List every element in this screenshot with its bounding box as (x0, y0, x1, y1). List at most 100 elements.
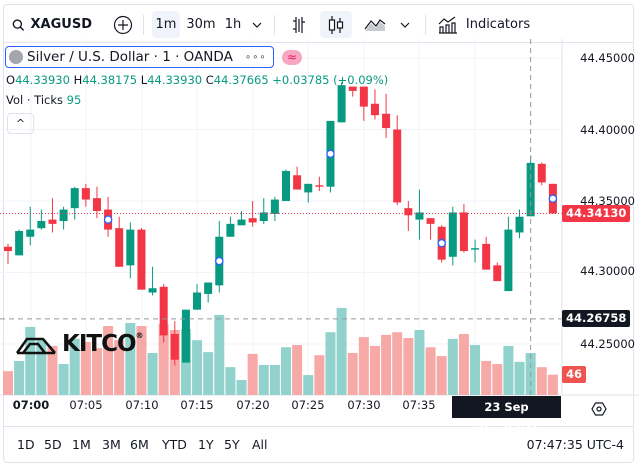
divider (274, 15, 275, 35)
time-tick: 07:25 (291, 398, 325, 412)
volume-bar (425, 347, 436, 395)
volume-bar (347, 353, 358, 395)
interval-30m[interactable]: 30m (186, 17, 216, 32)
chevron-down-icon (252, 22, 262, 28)
candle-body (226, 223, 235, 237)
candle-body (26, 229, 35, 237)
range-3m[interactable]: 3M (102, 437, 121, 452)
price-chart[interactable] (0, 39, 639, 396)
interval-1m[interactable]: 1m (152, 11, 180, 38)
symbol-search-button[interactable]: XAGUSD (12, 11, 92, 38)
range-6m[interactable]: 6M (130, 437, 149, 452)
volume-bar (536, 367, 547, 395)
volume-bar (503, 345, 514, 395)
volume-bar (47, 345, 58, 395)
bars-chart-type-button[interactable] (284, 11, 314, 38)
chart-type-dropdown[interactable] (396, 11, 414, 38)
candle-body (382, 113, 391, 129)
candle-body (48, 219, 57, 224)
candle-body (248, 218, 257, 223)
candle-body (471, 248, 480, 250)
last-volume-tag: 46 (562, 366, 587, 383)
interval-dropdown[interactable] (248, 11, 266, 38)
range-5d[interactable]: 5D (44, 437, 62, 452)
volume-legend: Vol · Ticks 95 (6, 93, 81, 107)
candle-body (115, 228, 124, 267)
volume-bar (414, 330, 425, 395)
event-marker (437, 238, 446, 248)
price-tick: 44.45000 (580, 51, 635, 65)
candle-body (515, 216, 524, 233)
volume-bar (214, 314, 225, 395)
candle-body (393, 129, 402, 203)
candle-body (348, 86, 357, 91)
compare-symbol-button[interactable] (111, 11, 135, 38)
chart-settings-button[interactable] (591, 401, 607, 417)
chevron-down-icon (400, 22, 410, 28)
volume-bar (269, 364, 280, 395)
range-1m[interactable]: 1M (72, 437, 91, 452)
candle-body (81, 188, 90, 200)
volume-bar (80, 341, 91, 395)
event-marker (215, 256, 224, 266)
volume-bar (325, 332, 336, 395)
crosshair-price-tag: 44.26758 (562, 310, 631, 327)
area-chart-icon (364, 18, 386, 31)
range-5y[interactable]: 5Y (224, 437, 240, 452)
candle-body (259, 212, 268, 222)
candle-body (493, 265, 502, 282)
data-delay-badge[interactable]: ≈ (282, 50, 302, 65)
volume-bar (470, 345, 481, 395)
candle-body (37, 221, 46, 229)
collapse-legend-button[interactable]: ^ (7, 113, 34, 134)
volume-bar (114, 340, 125, 395)
time-tick: 07:10 (125, 398, 159, 412)
volume-bar (436, 356, 447, 395)
range-ytd[interactable]: YTD (162, 437, 187, 452)
volume-bar (3, 371, 13, 395)
candle-body (315, 185, 324, 187)
volume-bar (14, 360, 25, 395)
candle-body (526, 162, 535, 217)
candle-body (337, 85, 346, 123)
range-all[interactable]: All (252, 437, 268, 452)
volume-bar (392, 332, 403, 395)
bars-icon (293, 16, 305, 33)
indicators-button[interactable]: Indicators (434, 11, 534, 38)
kitco-logo-text: KITCO (62, 331, 137, 357)
candle-body (181, 309, 190, 363)
last-price-tag: 44.34130 (562, 205, 631, 222)
volume-bar (36, 340, 47, 395)
divider (143, 15, 144, 35)
high-value: 44.38175 (82, 73, 138, 87)
volume-bar (403, 337, 414, 395)
area-chart-type-button[interactable] (360, 11, 390, 38)
volume-bar (303, 375, 314, 395)
range-1d[interactable]: 1D (17, 437, 35, 452)
volume-bar (158, 324, 169, 395)
volume-bar (358, 337, 369, 395)
candle-body (204, 282, 213, 294)
volume-bar (125, 322, 136, 395)
price-tick: 44.30000 (580, 264, 635, 278)
clock: 07:47:35 UTC-4 (526, 437, 624, 452)
candle-body (148, 288, 157, 293)
series-legend[interactable]: Silver / U.S. Dollar · 1 · OANDA ∘∘∘ (5, 46, 274, 68)
volume-bar (481, 360, 492, 395)
more-options-icon[interactable]: ∘∘∘ (244, 51, 267, 63)
silver-symbol-icon (9, 50, 23, 64)
interval-1h[interactable]: 1h (224, 17, 242, 32)
candle-body (15, 231, 24, 256)
divider (425, 15, 426, 35)
volume-bar (69, 338, 80, 395)
price-tick: 44.35000 (580, 194, 635, 208)
plus-circle-icon (113, 15, 133, 34)
volume-bar (336, 307, 347, 395)
price-tick: 44.40000 (580, 123, 635, 137)
time-tick: 07:00 (12, 398, 50, 412)
range-1y[interactable]: 1Y (198, 437, 214, 452)
candle-body (70, 188, 79, 209)
volume-bar (203, 352, 214, 395)
candles-chart-type-button[interactable] (320, 11, 352, 38)
volume-bar (281, 347, 291, 395)
